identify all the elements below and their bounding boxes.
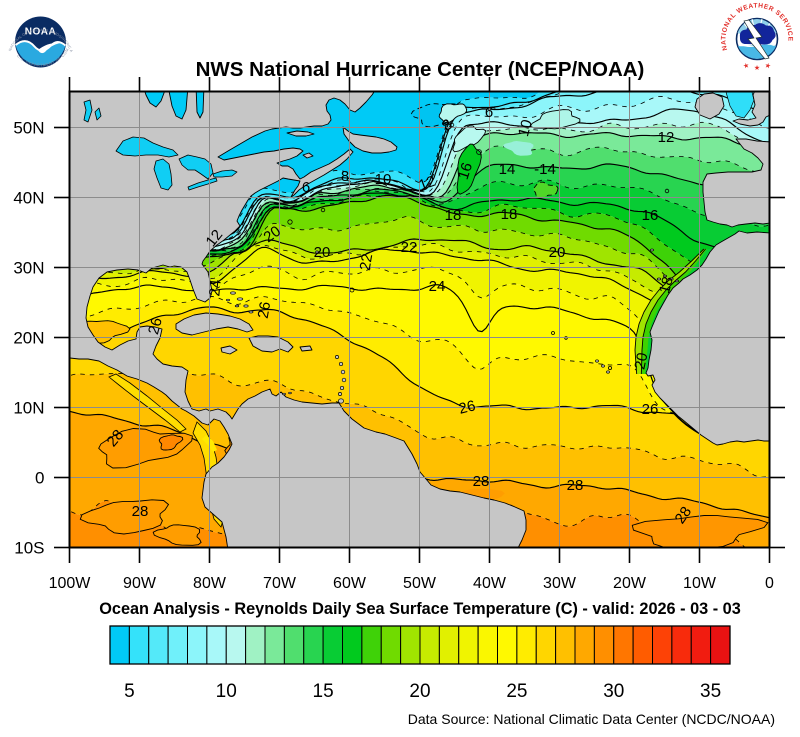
svg-text:16: 16 (642, 207, 659, 224)
svg-text:50N: 50N (13, 119, 44, 138)
svg-text:0: 0 (765, 575, 774, 592)
svg-text:26: 26 (457, 397, 477, 418)
svg-text:NOAA: NOAA (25, 27, 56, 38)
svg-text:6: 6 (485, 104, 493, 121)
svg-text:5: 5 (124, 681, 135, 702)
svg-text:22: 22 (401, 239, 418, 256)
svg-text:-14: -14 (534, 161, 556, 178)
svg-text:★: ★ (742, 61, 750, 70)
svg-text:24: 24 (206, 279, 224, 297)
svg-text:80W: 80W (193, 575, 227, 592)
svg-text:28: 28 (473, 473, 490, 490)
svg-text:28: 28 (567, 477, 584, 494)
svg-text:20: 20 (409, 681, 430, 702)
svg-text:30: 30 (603, 681, 624, 702)
svg-text:12: 12 (658, 129, 675, 146)
svg-text:10W: 10W (683, 575, 717, 592)
svg-text:40N: 40N (13, 189, 44, 208)
svg-text:30N: 30N (13, 259, 44, 278)
svg-text:20: 20 (261, 223, 284, 246)
svg-text:NWS National Hurricane Center: NWS National Hurricane Center (NCEP/NOAA… (196, 58, 645, 81)
svg-text:10S: 10S (14, 539, 44, 558)
svg-text:20: 20 (549, 244, 566, 261)
svg-text:60W: 60W (333, 575, 367, 592)
svg-text:12: 12 (416, 173, 437, 195)
svg-text:100W: 100W (49, 575, 92, 592)
svg-text:10: 10 (515, 118, 536, 139)
svg-text:★: ★ (754, 64, 760, 72)
svg-text:★: ★ (764, 61, 772, 70)
svg-text:10: 10 (216, 681, 237, 702)
svg-text:12: 12 (203, 226, 227, 250)
svg-text:20: 20 (314, 244, 331, 261)
svg-text:16: 16 (455, 161, 476, 182)
svg-text:28: 28 (132, 503, 149, 520)
svg-text:30W: 30W (543, 575, 577, 592)
svg-text:0: 0 (35, 469, 44, 488)
svg-text:Ocean Analysis - Reynolds Dail: Ocean Analysis - Reynolds Daily Sea Surf… (99, 600, 741, 618)
svg-text:26: 26 (255, 300, 275, 319)
svg-text:20N: 20N (13, 329, 44, 348)
svg-text:18: 18 (501, 206, 518, 223)
svg-text:22: 22 (357, 252, 377, 271)
svg-text:8: 8 (341, 168, 349, 185)
svg-text:90W: 90W (123, 575, 157, 592)
svg-text:35: 35 (700, 681, 721, 702)
svg-text:10N: 10N (13, 399, 44, 418)
svg-text:18: 18 (445, 207, 462, 224)
svg-text:20W: 20W (613, 575, 647, 592)
svg-text:18: 18 (656, 275, 677, 296)
svg-text:15: 15 (313, 681, 334, 702)
svg-text:24: 24 (429, 278, 446, 295)
svg-text:14: 14 (499, 161, 516, 178)
svg-text:25: 25 (506, 681, 527, 702)
svg-text:40W: 40W (473, 575, 507, 592)
svg-text:70W: 70W (263, 575, 297, 592)
svg-text:Data Source: National Climatic: Data Source: National Climatic Data Cent… (408, 711, 775, 727)
svg-text:28: 28 (672, 504, 695, 527)
svg-text:50W: 50W (403, 575, 437, 592)
svg-text:6: 6 (302, 179, 310, 196)
svg-text:26: 26 (642, 401, 659, 418)
svg-text:20: 20 (631, 351, 651, 371)
svg-text:10: 10 (375, 171, 392, 188)
svg-text:26: 26 (145, 316, 166, 337)
